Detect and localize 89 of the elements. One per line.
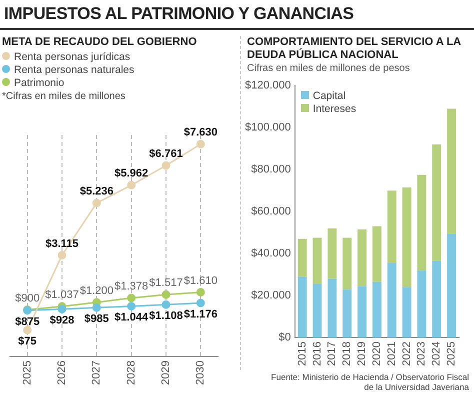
data-label: $928	[50, 314, 74, 327]
chart-title: IMPUESTOS AL PATRIMONIO Y GANANCIAS	[4, 4, 354, 24]
bar	[447, 234, 456, 338]
x-tick-label: 2022	[400, 342, 413, 366]
chart-title: COMPORTAMIENTO DEL SERVICIO A LA DEUDA PÚBLICA NACIONAL	[246, 36, 462, 62]
bar	[358, 229, 366, 286]
data-label: $75	[18, 336, 37, 348]
data-label: $1.037	[45, 288, 79, 301]
bar	[298, 276, 307, 338]
bar	[387, 263, 396, 338]
x-tick-label: 2019	[356, 342, 368, 366]
data-label: $1.044	[114, 312, 150, 324]
data-label: $1.610	[184, 274, 218, 287]
data-label: $985	[84, 313, 109, 326]
chart-subtitle: Cifras en miles de millones de pesos	[246, 62, 411, 75]
point	[23, 326, 32, 334]
point	[127, 294, 136, 302]
y-tick-label: $60.000	[251, 206, 291, 218]
x-tick-label: 2025	[21, 360, 34, 386]
data-label: $1.176	[184, 308, 218, 320]
point	[92, 303, 101, 312]
data-label: $5.236	[80, 186, 114, 198]
data-label: $875	[15, 316, 40, 328]
legend-label: Renta personas naturales	[14, 64, 134, 76]
bar	[328, 278, 337, 338]
point	[92, 198, 101, 208]
x-tick-label: 2028	[125, 360, 138, 386]
point	[162, 290, 170, 299]
bar	[402, 287, 412, 338]
data-label: $1.378	[114, 280, 148, 293]
data-label: $1.517	[149, 277, 183, 290]
y-tick-label: $20.000	[251, 290, 291, 302]
y-tick-label: $40.000	[251, 248, 291, 260]
point	[58, 250, 66, 260]
data-label: $6.761	[149, 148, 183, 160]
data-label: $5.962	[114, 168, 148, 180]
bar	[387, 190, 396, 263]
bar	[342, 238, 352, 290]
point	[162, 300, 170, 309]
legend-label: Renta personas jurídicas	[14, 51, 130, 63]
bar	[342, 289, 352, 338]
bar	[417, 174, 426, 270]
data-label: $3.115	[45, 238, 79, 250]
bar	[432, 144, 442, 261]
point	[162, 161, 170, 170]
x-tick-label: 2018	[341, 342, 354, 366]
bar	[372, 282, 382, 338]
chart-subtitle: META DE RECAUDO DEL GOBIERNO	[1, 36, 198, 49]
x-tick-label: 2021	[386, 342, 398, 366]
data-label: $1.200	[80, 284, 114, 297]
point	[196, 140, 205, 148]
bar	[372, 226, 382, 282]
x-tick-label: 2017	[326, 342, 338, 366]
point	[127, 302, 136, 310]
bar	[417, 270, 426, 338]
text: *Cifras en miles de millones	[2, 90, 126, 103]
x-tick-label: 2024	[430, 342, 443, 366]
bar	[432, 260, 442, 338]
legend-label: Intereses	[312, 102, 356, 115]
y-tick-label: $100.000	[244, 122, 291, 134]
bar	[328, 228, 337, 279]
point	[58, 304, 66, 314]
y-tick-label: $80.000	[251, 164, 291, 176]
point	[127, 180, 136, 190]
data-label: $900	[15, 292, 40, 304]
x-tick-label: 2016	[311, 342, 324, 366]
data-label: $7.630	[184, 126, 218, 139]
point	[196, 288, 205, 297]
bar	[358, 286, 366, 338]
legend-label: Patrimonio	[14, 77, 64, 89]
bar	[312, 284, 322, 338]
x-tick-label: 2030	[194, 360, 207, 386]
x-tick-label: 2023	[416, 342, 428, 366]
x-tick-label: 2015	[296, 342, 308, 366]
x-tick-label: 2029	[160, 360, 172, 386]
legend-label: Capital	[312, 90, 346, 102]
x-tick-label: 2025	[446, 342, 458, 366]
y-tick-label: $0	[278, 332, 291, 344]
bar	[447, 108, 456, 234]
x-tick-label: 2027	[90, 360, 103, 386]
x-tick-label: 2020	[370, 342, 383, 366]
bar	[402, 187, 412, 288]
source-note: Fuente: Ministerio de Hacienda / Observatorio Fiscal de la Universidad Javeriana	[270, 372, 469, 392]
data-label: $1.108	[149, 310, 183, 322]
bar	[312, 238, 322, 284]
bar	[298, 238, 307, 277]
x-tick-label: 2026	[56, 360, 68, 386]
point	[196, 298, 205, 308]
y-tick-label: $120.000	[244, 80, 291, 92]
